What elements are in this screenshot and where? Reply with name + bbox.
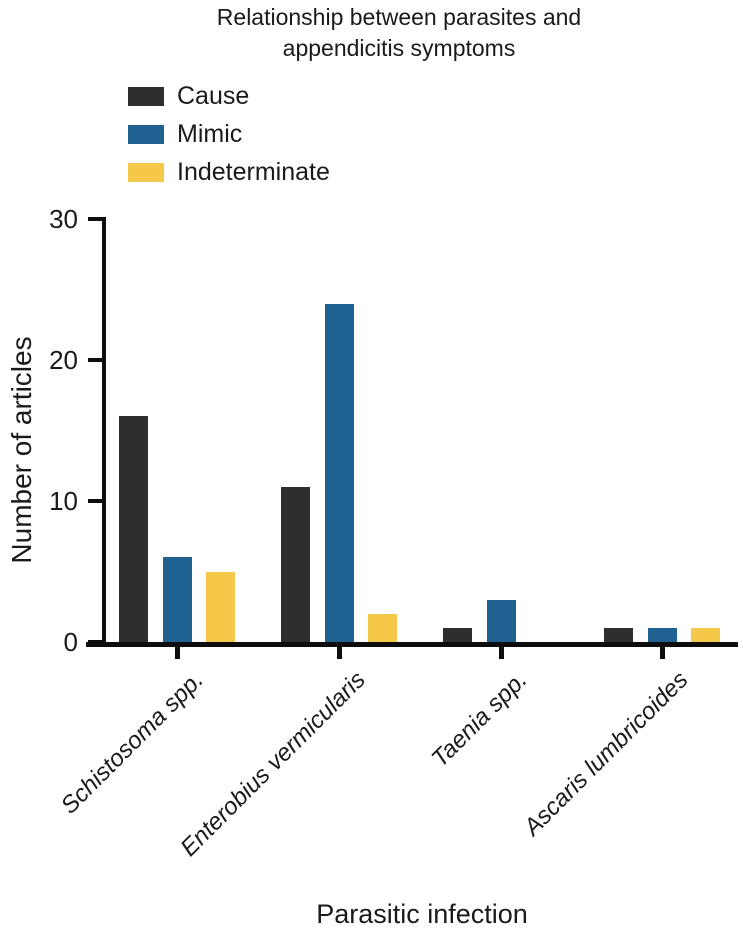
y-tick-10 <box>88 499 102 503</box>
legend: Cause Mimic Indeterminate <box>128 82 330 200</box>
bar-enterobius-vermicularis-cause <box>281 486 310 642</box>
legend-label-mimic: Mimic <box>177 120 243 148</box>
legend-item-mimic: Mimic <box>128 120 330 148</box>
x-category-label-schistosoma-spp: Schistosoma spp. <box>55 666 209 820</box>
bar-schistosoma-spp-indeterminate <box>206 571 235 642</box>
bar-enterobius-vermicularis-mimic <box>324 303 354 642</box>
bar-ascaris-lumbricoides-indeterminate <box>691 627 720 642</box>
x-category-label-ascaris-lumbricoides: Ascaris lumbricoides <box>518 666 694 842</box>
legend-item-indeterminate: Indeterminate <box>128 158 330 186</box>
legend-swatch-indeterminate <box>128 162 164 182</box>
bar-schistosoma-spp-mimic <box>162 557 192 642</box>
x-tick-schistosoma-spp <box>174 645 180 659</box>
y-tick-30 <box>88 217 102 221</box>
x-tick-taenia-spp <box>498 645 504 659</box>
y-tick-label-10: 10 <box>49 486 78 516</box>
y-tick-label-30: 30 <box>49 204 78 234</box>
legend-label-indeterminate: Indeterminate <box>177 158 330 186</box>
bar-enterobius-vermicularis-indeterminate <box>368 613 397 642</box>
x-category-label-taenia-spp: Taenia spp. <box>426 666 533 773</box>
bar-taenia-spp-cause <box>443 627 472 642</box>
bar-taenia-spp-mimic <box>486 599 516 642</box>
chart-title: Relationship between parasites and appen… <box>216 4 582 61</box>
legend-label-cause: Cause <box>177 82 250 110</box>
y-tick-0 <box>88 640 102 644</box>
legend-swatch-mimic <box>128 124 164 144</box>
y-axis-line <box>102 217 106 647</box>
x-tick-enterobius-vermicularis <box>336 645 342 659</box>
bar-schistosoma-spp-cause <box>119 416 148 642</box>
y-tick-label-0: 0 <box>63 627 78 657</box>
x-axis-title: Parasitic infection <box>316 899 528 929</box>
bar-ascaris-lumbricoides-cause <box>604 627 633 642</box>
bar-ascaris-lumbricoides-mimic <box>647 627 677 642</box>
y-tick-20 <box>88 358 102 362</box>
legend-swatch-cause <box>128 86 164 106</box>
x-tick-ascaris-lumbricoides <box>659 645 665 659</box>
legend-item-cause: Cause <box>128 82 330 110</box>
y-tick-label-20: 20 <box>49 345 78 375</box>
x-axis-line <box>86 642 738 647</box>
x-category-label-enterobius-vermicularis: Enterobius vermicularis <box>174 666 371 862</box>
